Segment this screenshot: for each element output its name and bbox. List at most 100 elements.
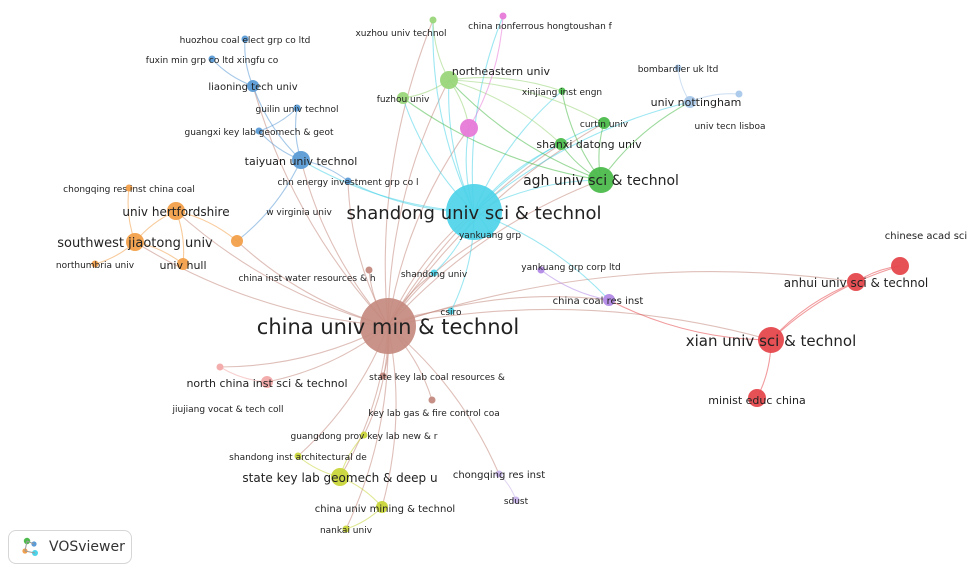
node-guangxi[interactable] (255, 127, 263, 135)
node-label-herts: univ hertfordshire (122, 205, 229, 219)
node-cqri[interactable] (495, 470, 503, 478)
node-sdu[interactable] (430, 269, 438, 277)
edge-cumt-swjtu (134, 241, 389, 327)
node-label-cqri: chongqing res inst (453, 470, 545, 481)
edge-cumt-ccri (387, 296, 610, 327)
node-chinanonf[interactable] (499, 12, 507, 20)
node-label-nankai: nankai univ (320, 526, 373, 536)
node-label-lisboa: univ tecn lisboa (694, 122, 765, 132)
node-nott[interactable] (684, 96, 696, 108)
edge-neu-xjinst (448, 77, 563, 92)
node-guilin[interactable] (293, 104, 301, 112)
node-label-nott: univ nottingham (651, 96, 742, 109)
node-cumining[interactable] (376, 501, 388, 513)
node-label-fuzhou: fuzhou univ (377, 95, 430, 105)
node-label-anhui: anhui univ sci & technol (784, 276, 929, 290)
node-yankuang[interactable] (486, 230, 494, 238)
node-label-bombardier: bombardier uk ltd (638, 65, 719, 75)
edge-neu-datong (448, 79, 562, 145)
node-label-taiyuan: taiyuan univ technol (245, 155, 358, 168)
node-label-agh: agh univ sci & technol (523, 173, 679, 189)
node-neu[interactable] (440, 71, 458, 89)
node-lisboa[interactable] (735, 90, 743, 98)
node-yankuangcorp[interactable] (537, 266, 545, 274)
node-label-chnenergy: chn energy investment grp co l (278, 178, 419, 188)
node-xuzhou[interactable] (429, 16, 437, 24)
node-curtin[interactable] (598, 117, 610, 129)
node-fuxin[interactable] (208, 55, 216, 63)
node-xjinst[interactable] (558, 87, 566, 95)
edge-xust-cas (770, 265, 901, 341)
node-cas[interactable] (891, 257, 909, 275)
node-label-xuzhou: xuzhou univ technol (355, 29, 446, 39)
node-sdust[interactable] (446, 184, 502, 240)
label-layer: china univ min & technol shandong univ sc… (56, 22, 967, 536)
edge-agh-neu (448, 79, 602, 181)
edge-chinanonf-pinknode (468, 15, 504, 129)
node-agh[interactable] (588, 167, 614, 193)
edge-cumt-anhui (387, 271, 857, 327)
node-liaoning[interactable] (247, 80, 259, 92)
node-cumt[interactable] (360, 298, 416, 354)
node-label-sklgeo: state key lab geomech & deep u (242, 471, 437, 485)
node-label-yankuang: yankuang grp (459, 231, 521, 241)
node-label-csiro: csiro (440, 308, 462, 318)
node-swjtu[interactable] (126, 233, 144, 251)
node-ccri[interactable] (603, 294, 615, 306)
node-csiro[interactable] (447, 307, 455, 315)
edge-cumt-herts (175, 210, 389, 327)
node-sklgeo[interactable] (331, 468, 349, 486)
edge-taiyuan-wvu (236, 159, 302, 242)
node-label-fuxin: fuxin min grp co ltd xingfu co (146, 56, 279, 66)
node-datong[interactable] (555, 138, 567, 150)
node-label-chinanonf: china nonferrous hongtoushan f (468, 22, 612, 32)
edge-neu-curtin (448, 79, 605, 124)
node-label-sdu: shandong univ (401, 270, 468, 280)
node-fuzhou[interactable] (397, 92, 409, 104)
edge-cumt-xust (387, 308, 772, 341)
edge-cumt-neu (387, 79, 450, 327)
node-pinknode[interactable] (460, 119, 478, 137)
edge-ccri-yankuangcorp (540, 269, 610, 301)
node-chnenergy[interactable] (344, 177, 352, 185)
node-label-xust: xian univ sci & technol (686, 332, 857, 350)
node-label-northumbria: northumbria univ (56, 261, 135, 271)
node-ciwr[interactable] (365, 266, 373, 274)
edge-sdust-nott (473, 101, 691, 213)
node-gdprov[interactable] (360, 431, 368, 439)
edge-xust-ccri (608, 299, 772, 341)
node-label-curtin: curtin univ (580, 120, 629, 130)
node-bombardier[interactable] (674, 64, 682, 72)
node-label-cumt: china univ min & technol (257, 315, 519, 339)
node-nankai[interactable] (342, 525, 350, 533)
vosviewer-badge: VOSviewer (8, 530, 132, 564)
node-minist[interactable] (748, 389, 766, 407)
vosviewer-brand-label: VOSviewer (49, 539, 125, 555)
node-label-datong: shanxi datong univ (536, 138, 642, 151)
node-label-hull: univ hull (159, 259, 206, 272)
node-jiujiang[interactable] (216, 363, 224, 371)
node-sdust2[interactable] (512, 496, 520, 504)
node-herts[interactable] (167, 202, 185, 220)
node-label-cumining: china univ mining & technol (315, 504, 455, 515)
edge-cumt-agh (387, 179, 602, 327)
edge-agh-fuzhou (402, 97, 602, 181)
node-sdarch[interactable] (294, 452, 302, 460)
node-label-yankuangcorp: yankuang grp corp ltd (521, 263, 620, 273)
node-label-minist: minist educ china (708, 394, 805, 407)
node-hull[interactable] (177, 258, 189, 270)
node-taiyuan[interactable] (292, 151, 310, 169)
node-northumbria[interactable] (91, 260, 99, 268)
node-cqres[interactable] (125, 184, 133, 192)
node-anhui[interactable] (847, 273, 865, 291)
node-klgas[interactable] (428, 396, 436, 404)
node-label-sdust: shandong univ sci & technol (346, 203, 601, 224)
node-sklcoal[interactable] (379, 372, 387, 380)
node-xust[interactable] (758, 327, 784, 353)
node-label-jiujiang: jiujiang vocat & tech coll (171, 405, 283, 415)
node-wvu[interactable] (231, 235, 243, 247)
node-ncist[interactable] (261, 376, 273, 388)
node-huozhou[interactable] (241, 35, 249, 43)
node-label-sdust2: sdust (504, 497, 529, 507)
node-label-neu: northeastern univ (452, 65, 551, 78)
